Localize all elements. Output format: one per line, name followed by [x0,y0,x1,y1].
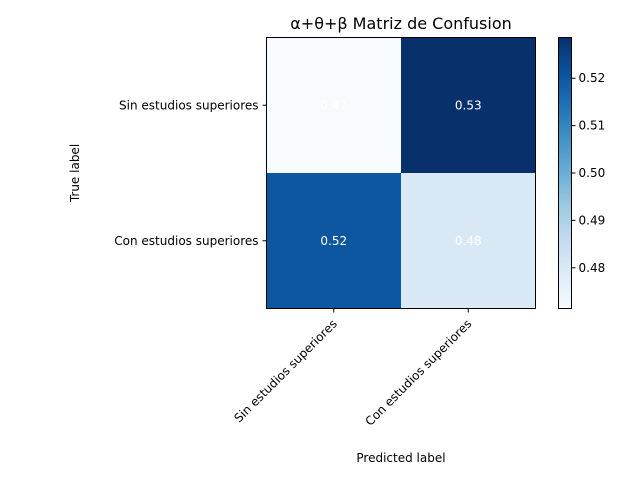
colorbar-tick-label: 0.52 [579,71,606,85]
x-axis-ticks: Sin estudios superiores Con estudios supe… [231,308,474,429]
cell-value-labels: 0.47 0.53 0.52 0.48 [320,98,481,248]
heatmap-cell [401,173,536,309]
chart-title: α+θ+β Matriz de Confusion [290,14,512,33]
heatmap-cell [266,37,402,174]
heatmap-cells [266,37,536,309]
cell-value-label: 0.48 [455,234,482,248]
y-tick-label: Sin estudios superiores [119,98,258,112]
colorbar-tick-label: 0.51 [579,119,606,133]
y-tick-label: Con estudios superiores [114,234,258,248]
cell-value-label: 0.52 [320,234,347,248]
cell-value-label: 0.47 [320,98,347,112]
plot-frame [266,37,536,309]
y-axis-label: True label [68,144,82,203]
y-axis-ticks: Sin estudios superiores Con estudios supe… [114,98,267,248]
colorbar-tick-label: 0.49 [579,213,606,227]
x-tick-label: Sin estudios superiores [231,317,340,426]
colorbar-tick-label: 0.48 [579,261,606,275]
cell-value-label: 0.53 [455,98,482,112]
heatmap-cell [266,173,402,309]
x-tick-label: Con estudios superiores [362,317,474,429]
heatmap-cell [401,37,536,174]
colorbar-tick-label: 0.50 [579,166,606,180]
colorbar [558,37,572,309]
colorbar-ticks: 0.48 0.49 0.50 0.51 0.52 [571,71,606,275]
x-axis-label: Predicted label [356,451,445,465]
